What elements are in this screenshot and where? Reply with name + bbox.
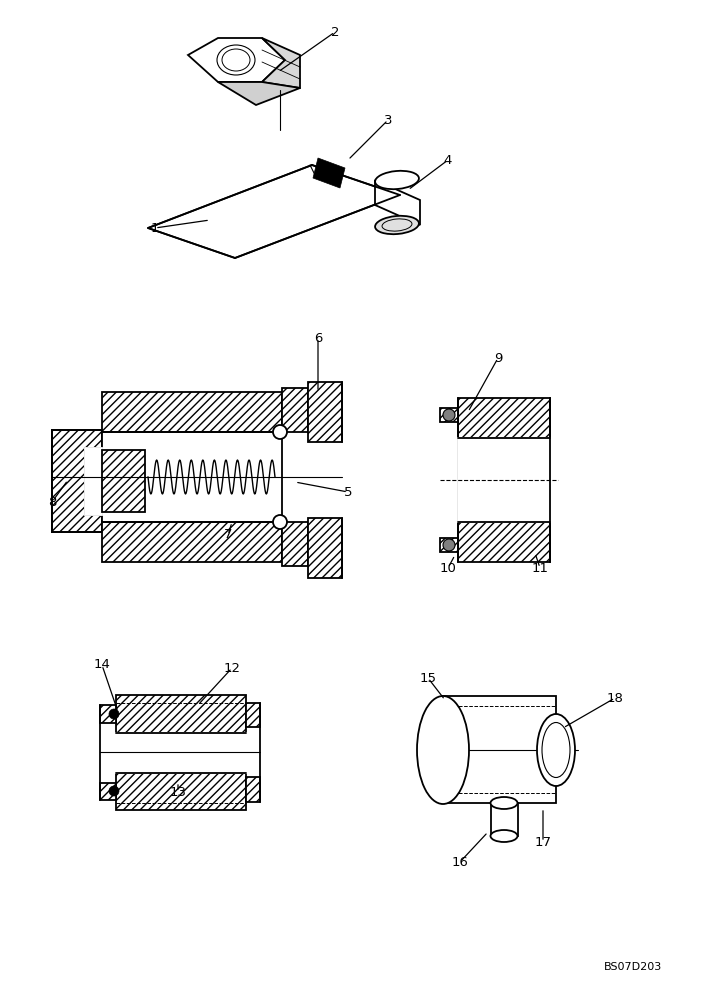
- Ellipse shape: [382, 219, 412, 231]
- Polygon shape: [100, 783, 116, 800]
- Polygon shape: [491, 803, 518, 836]
- Text: 11: 11: [531, 562, 548, 574]
- Polygon shape: [458, 398, 550, 438]
- Text: 14: 14: [94, 658, 110, 672]
- Polygon shape: [102, 392, 282, 432]
- Text: 18: 18: [606, 692, 624, 704]
- Text: BS07D203: BS07D203: [604, 962, 662, 972]
- Ellipse shape: [375, 216, 419, 234]
- Circle shape: [273, 515, 287, 529]
- Polygon shape: [440, 408, 458, 422]
- Text: 16: 16: [452, 856, 468, 868]
- Polygon shape: [458, 522, 550, 562]
- Ellipse shape: [537, 714, 575, 786]
- Polygon shape: [282, 388, 308, 432]
- Ellipse shape: [222, 49, 250, 71]
- Polygon shape: [458, 438, 550, 522]
- Polygon shape: [102, 522, 282, 562]
- Polygon shape: [308, 382, 342, 442]
- Text: 10: 10: [440, 562, 456, 574]
- Polygon shape: [458, 438, 550, 522]
- Polygon shape: [246, 777, 260, 802]
- Polygon shape: [313, 158, 345, 188]
- Ellipse shape: [217, 45, 255, 75]
- Text: 4: 4: [444, 153, 453, 166]
- Polygon shape: [116, 733, 246, 773]
- Text: 12: 12: [223, 662, 241, 674]
- Polygon shape: [218, 82, 300, 105]
- Text: 13: 13: [170, 786, 186, 798]
- Polygon shape: [188, 38, 285, 82]
- Text: 17: 17: [535, 836, 551, 848]
- Text: 8: 8: [48, 495, 56, 508]
- Ellipse shape: [375, 171, 419, 189]
- Text: 9: 9: [494, 352, 502, 364]
- Polygon shape: [375, 180, 420, 225]
- Text: 1: 1: [151, 222, 159, 234]
- Circle shape: [109, 709, 119, 719]
- Polygon shape: [262, 38, 300, 88]
- Polygon shape: [52, 430, 102, 532]
- Polygon shape: [100, 705, 116, 723]
- Ellipse shape: [490, 830, 518, 842]
- Ellipse shape: [542, 722, 570, 778]
- Ellipse shape: [417, 696, 469, 804]
- Polygon shape: [308, 518, 342, 578]
- Polygon shape: [116, 695, 246, 733]
- Polygon shape: [246, 703, 260, 727]
- Circle shape: [109, 786, 119, 796]
- Text: 15: 15: [420, 672, 437, 684]
- Polygon shape: [85, 448, 102, 515]
- Circle shape: [443, 539, 455, 551]
- Text: 3: 3: [384, 113, 392, 126]
- Circle shape: [443, 409, 455, 421]
- Text: 7: 7: [223, 528, 232, 542]
- Polygon shape: [440, 538, 458, 552]
- Text: 6: 6: [314, 332, 322, 344]
- Polygon shape: [102, 432, 282, 522]
- Polygon shape: [282, 522, 308, 566]
- Polygon shape: [102, 450, 145, 512]
- Text: 5: 5: [344, 486, 352, 498]
- Text: 2: 2: [331, 25, 339, 38]
- Polygon shape: [116, 773, 246, 810]
- Polygon shape: [85, 448, 102, 515]
- Polygon shape: [443, 696, 556, 803]
- Polygon shape: [148, 165, 400, 258]
- Circle shape: [273, 425, 287, 439]
- Ellipse shape: [490, 797, 518, 809]
